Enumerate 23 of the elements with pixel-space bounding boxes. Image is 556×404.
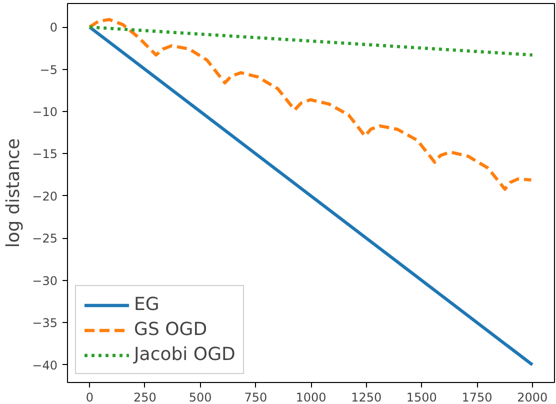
- line-series: [88, 18, 533, 191]
- legend-label: Jacobi OGD: [134, 344, 236, 365]
- x-tick-label: 750: [244, 390, 268, 404]
- x-tick-label: 2000: [517, 390, 548, 404]
- y-tick-label: −20: [32, 189, 58, 204]
- y-tick-label: −10: [32, 105, 58, 120]
- x-tick-label: 500: [188, 390, 212, 404]
- x-tick-label: 1750: [462, 390, 492, 404]
- x-tick-label: 250: [134, 390, 156, 404]
- y-tick-label: −40: [32, 358, 58, 372]
- y-tick-label: −35: [32, 316, 58, 330]
- y-tick-label: −30: [32, 274, 58, 288]
- y-tick-label: 0: [50, 20, 58, 35]
- legend-label: GS OGD: [134, 319, 208, 340]
- x-tick-label: 0: [86, 390, 94, 404]
- x-tick-label: 1250: [351, 390, 382, 404]
- y-tick-label: −15: [32, 147, 58, 162]
- y-tick-label: −25: [32, 232, 58, 246]
- y-tick-label: −5: [40, 62, 58, 77]
- legend-label: EG: [134, 294, 160, 315]
- x-tick-label: 1500: [406, 390, 437, 404]
- y-axis-title: log distance: [3, 138, 24, 248]
- x-tick-label: 1000: [296, 390, 326, 404]
